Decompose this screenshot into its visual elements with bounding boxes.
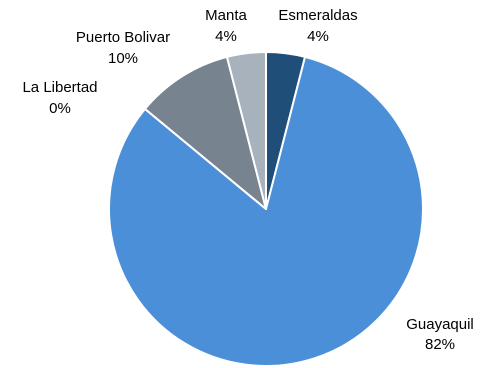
slice-label-la-libertad: La Libertad [22, 79, 97, 96]
slice-label-guayaquil: Guayaquil [406, 316, 474, 333]
slice-value-esmeraldas: 4% [307, 28, 329, 45]
slice-label-esmeraldas: Esmeraldas [278, 7, 357, 24]
slice-value-manta: 4% [215, 28, 237, 45]
slice-label-manta: Manta [205, 7, 247, 24]
pie-slice-manta [225, 51, 267, 210]
pie-labels: Esmeraldas 4% Guayaquil 82% La Libertad 0% Pue… [22, 7, 473, 353]
slice-value-puerto-bolivar: 10% [108, 50, 138, 67]
slice-label-puerto-bolivar: Puerto Bolivar [76, 29, 170, 46]
slice-value-guayaquil: 82% [425, 336, 455, 353]
pie-slice-guayaquil [108, 55, 424, 367]
pie-slices [108, 51, 424, 367]
slice-value-la-libertad: 0% [49, 100, 71, 117]
